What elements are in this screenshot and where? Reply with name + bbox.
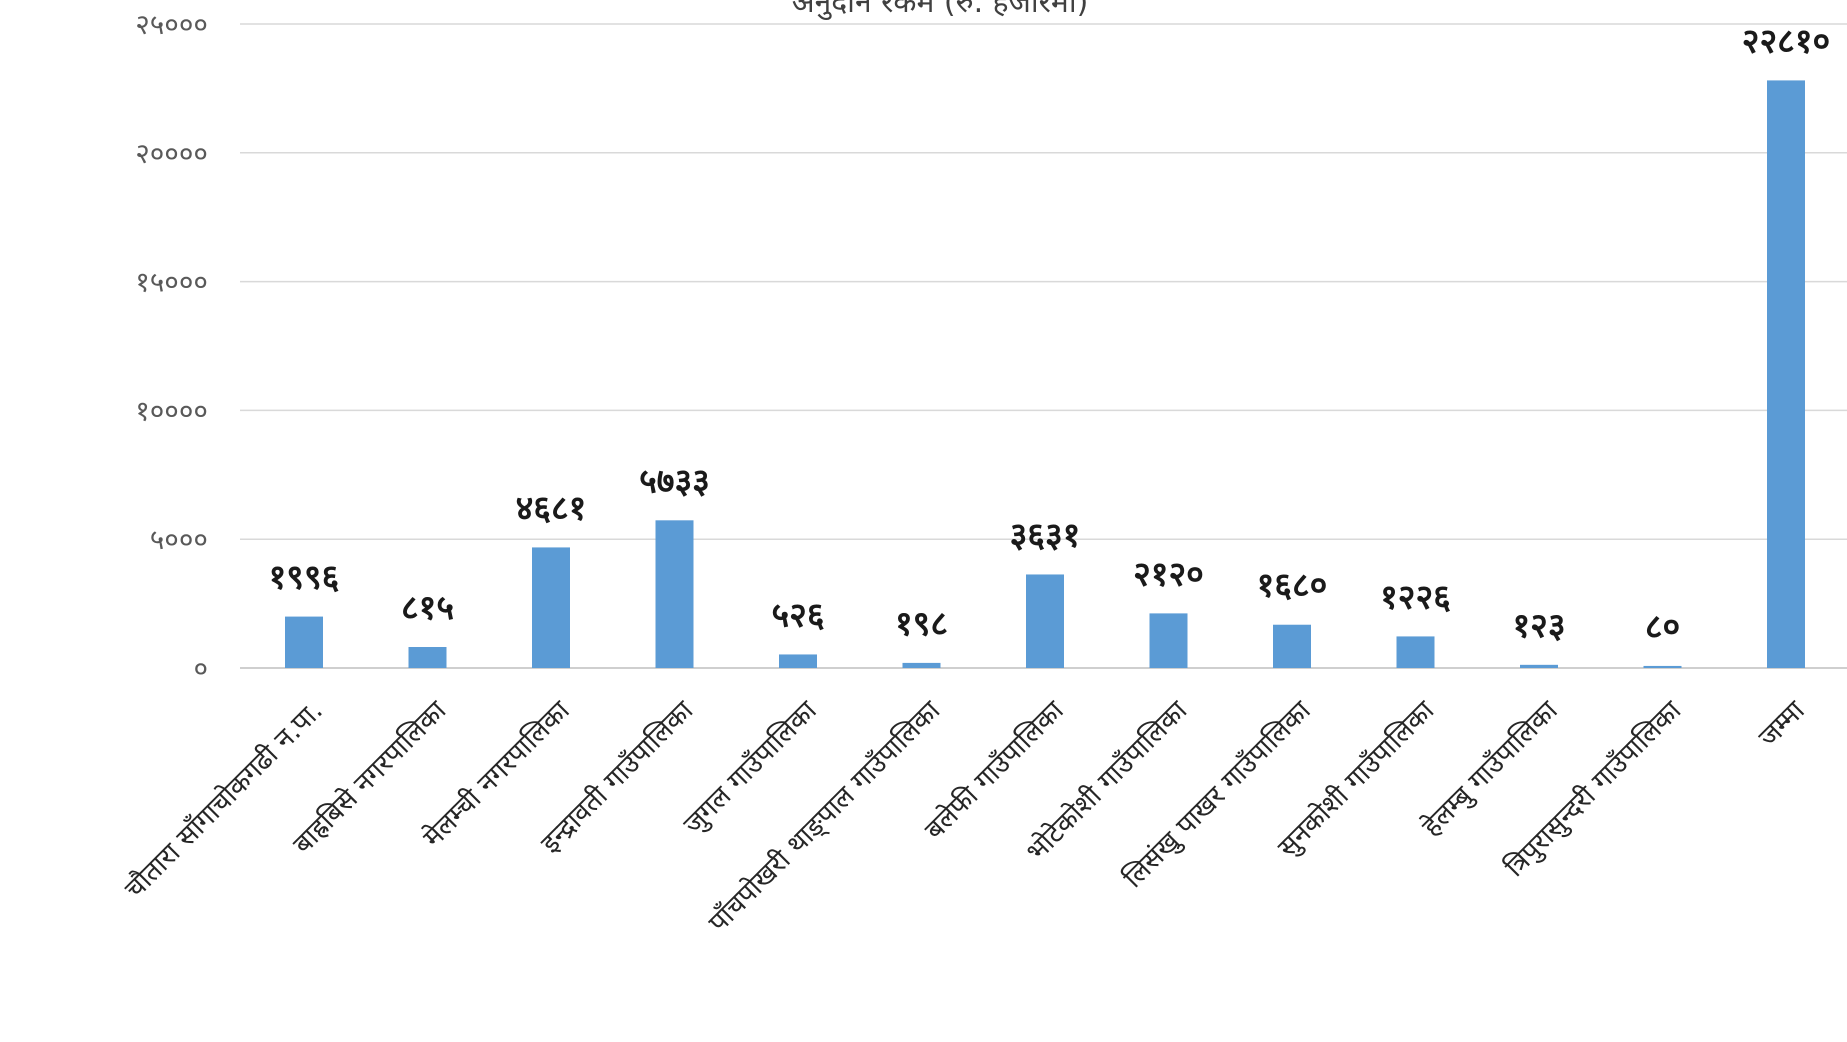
data-label: ८१५ bbox=[401, 588, 454, 628]
gridlines bbox=[240, 23, 1847, 669]
data-label: १९९६ bbox=[269, 558, 340, 598]
data-labels: १९९६ ८१५ ४६८१ ५७३३ ५२६ १९८ ३६३१ २१२० १६८० १२२६ १२३… bbox=[269, 21, 1831, 647]
data-label: १६८० bbox=[1257, 566, 1328, 606]
y-tick-label: १५००० bbox=[135, 266, 208, 299]
bar bbox=[1273, 624, 1311, 668]
bar bbox=[902, 662, 941, 668]
bar bbox=[408, 647, 447, 668]
bar bbox=[285, 616, 323, 668]
bars bbox=[285, 80, 1805, 668]
bar bbox=[1520, 664, 1558, 668]
x-tick-label: जम्मा bbox=[1753, 694, 1812, 753]
y-tick-label: ० bbox=[193, 652, 208, 685]
y-tick-label: २५००० bbox=[135, 8, 208, 41]
x-axis-ticks: चौतारा साँगाचोकगढी न.पा.बाह्रबिसे नगरपाल… bbox=[118, 694, 1811, 939]
data-label: १२२६ bbox=[1380, 577, 1451, 617]
data-label: १९८ bbox=[895, 604, 948, 644]
bar bbox=[1643, 665, 1682, 668]
data-label: २१२० bbox=[1133, 554, 1204, 594]
bar bbox=[532, 547, 570, 668]
data-label: ८० bbox=[1645, 607, 1680, 647]
x-tick-label: पाँचपोखरी थाङ्पाल गाउँपालिका bbox=[702, 694, 947, 939]
bar bbox=[1149, 613, 1188, 668]
chart-title: अनुदान रकम (रु. हजारमा) bbox=[792, 0, 1089, 21]
data-label: ५२६ bbox=[771, 595, 824, 635]
bar bbox=[1767, 80, 1805, 668]
y-tick-label: ५००० bbox=[150, 523, 208, 556]
data-label: २२८१० bbox=[1742, 21, 1830, 61]
data-label: १२३ bbox=[1512, 606, 1565, 646]
x-tick-label: चौतारा साँगाचोकगढी न.पा. bbox=[118, 694, 329, 905]
y-tick-label: २०००० bbox=[135, 137, 208, 170]
bar bbox=[1396, 636, 1435, 668]
y-axis-ticks: ० ५००० १०००० १५००० २०००० २५००० bbox=[135, 8, 208, 685]
y-tick-label: १०००० bbox=[135, 394, 208, 427]
data-label: ४६८१ bbox=[516, 488, 587, 528]
bar bbox=[655, 520, 694, 668]
bar bbox=[1026, 574, 1064, 668]
bar bbox=[779, 654, 817, 668]
data-label: ३६३१ bbox=[1010, 515, 1081, 555]
data-label: ५७३३ bbox=[639, 461, 710, 501]
